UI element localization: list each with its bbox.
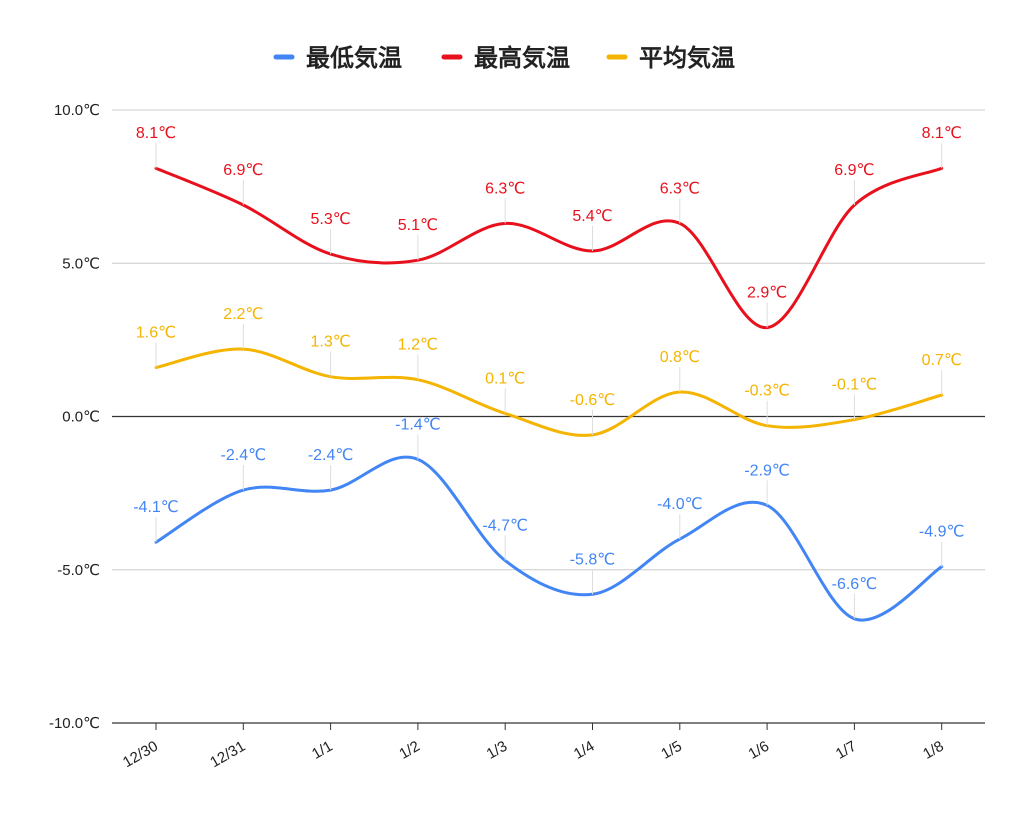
- data-label: 8.1℃: [136, 125, 176, 142]
- legend-label: 最高気温: [474, 44, 570, 72]
- data-label: -5.8℃: [570, 551, 616, 568]
- data-label: 0.7℃: [922, 352, 962, 369]
- data-label: -0.6℃: [570, 392, 616, 409]
- legend: 最低気温 最高気温 平均気温: [273, 44, 735, 72]
- data-label: 5.1℃: [398, 217, 438, 234]
- series-line-1: [154, 166, 944, 330]
- x-tick-label: 1/6: [746, 738, 773, 763]
- data-label: 2.2℃: [223, 306, 263, 323]
- series-line-0: [154, 455, 944, 622]
- y-tick-label: 0.0℃: [62, 409, 100, 426]
- data-label: -4.9℃: [919, 524, 965, 541]
- gridlines: [112, 109, 985, 724]
- data-label: -4.0℃: [657, 496, 703, 513]
- data-label: -1.4℃: [395, 416, 441, 433]
- x-tick-label: 1/1: [309, 738, 336, 763]
- data-label: -2.4℃: [221, 447, 267, 464]
- data-label: -0.3℃: [744, 383, 790, 400]
- x-tick-label: 1/7: [833, 738, 860, 763]
- data-labels: -4.1℃ -2.4℃ -2.4℃ -1.4℃ -4.7℃ -5.8℃ -4.0℃ -2.9℃…: [133, 125, 964, 593]
- data-label: 5.4℃: [572, 208, 612, 225]
- x-tick-label: 1/8: [920, 738, 947, 763]
- data-label: 6.9℃: [834, 162, 874, 179]
- data-label: 1.2℃: [398, 337, 438, 354]
- data-label: -4.1℃: [133, 499, 179, 516]
- legend-label: 最低気温: [306, 44, 402, 72]
- y-tick-label: 5.0℃: [62, 255, 100, 272]
- data-label: 1.3℃: [310, 334, 350, 351]
- data-label: -4.7℃: [482, 518, 528, 535]
- x-tick-label: 1/4: [571, 738, 598, 763]
- y-axis-ticks: 10.0℃ 5.0℃ 0.0℃ -5.0℃ -10.0℃: [49, 102, 100, 732]
- data-label: 1.6℃: [136, 324, 176, 341]
- x-tick-label: 12/31: [207, 738, 248, 771]
- data-label: -0.1℃: [832, 377, 878, 394]
- data-label: 6.9℃: [223, 162, 263, 179]
- x-axis-ticks: 12/30 12/31 1/1 1/2 1/3 1/4 1/5 1/6 1/7 1/8: [120, 723, 947, 771]
- y-tick-label: 10.0℃: [54, 102, 100, 119]
- x-tick-label: 12/30: [120, 738, 161, 771]
- data-label: 2.9℃: [747, 285, 787, 302]
- series-lines: [154, 166, 944, 622]
- x-tick-label: 1/5: [658, 738, 685, 763]
- y-tick-label: -5.0℃: [57, 562, 100, 579]
- data-label: 6.3℃: [660, 180, 700, 197]
- data-label: -6.6℃: [832, 576, 878, 593]
- legend-label: 平均気温: [639, 44, 735, 72]
- data-label: -2.9℃: [744, 462, 790, 479]
- data-label: 6.3℃: [485, 180, 525, 197]
- x-tick-label: 1/3: [484, 738, 511, 763]
- x-tick-label: 1/2: [396, 738, 423, 763]
- series-line-2: [154, 347, 944, 437]
- data-label: 0.8℃: [660, 349, 700, 366]
- data-label: 8.1℃: [922, 125, 962, 142]
- label-leaders: [155, 143, 943, 619]
- data-label: 0.1℃: [485, 370, 525, 387]
- data-label: -2.4℃: [308, 447, 354, 464]
- data-label: 5.3℃: [310, 211, 350, 228]
- y-tick-label: -10.0℃: [49, 715, 100, 732]
